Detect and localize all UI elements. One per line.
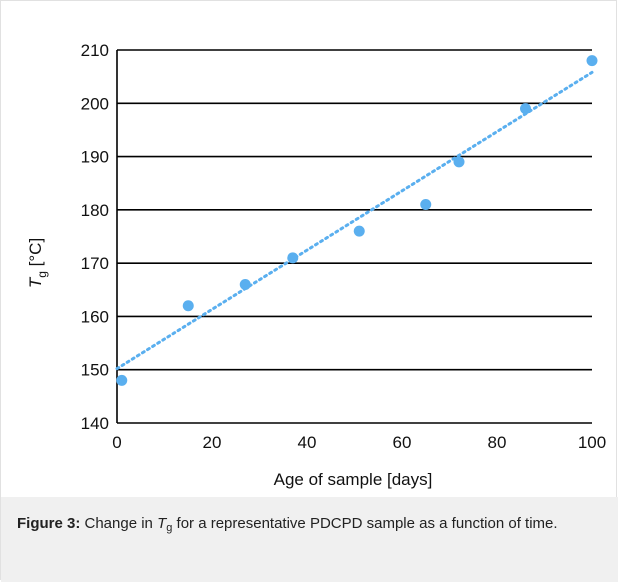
grid-lines	[116, 49, 592, 424]
figure-caption: Figure 3: Change in Tg for a representat…	[1, 497, 618, 582]
x-tick-label-40: 40	[298, 433, 317, 452]
data-point	[453, 156, 465, 168]
data-point	[353, 225, 365, 237]
trendline	[115, 70, 594, 371]
y-tick-label-160: 160	[81, 307, 109, 326]
chart: 140 150 160 170 180 190 200 210 0 20 40 60 80 100 Ag…	[26, 41, 606, 489]
y-tick-label-170: 170	[81, 254, 109, 273]
x-tick-label-20: 20	[203, 433, 222, 452]
y-tick-labels: 140 150 160 170 180 190 200 210	[81, 41, 109, 433]
x-tick-label-80: 80	[488, 433, 507, 452]
y-axis-unit: [°C]	[26, 238, 45, 271]
data-point	[520, 103, 531, 115]
y-tick-label-200: 200	[81, 94, 109, 113]
data-point	[116, 374, 128, 386]
y-tick-label-150: 150	[81, 361, 109, 380]
y-tick-label-140: 140	[81, 414, 109, 433]
data-point	[239, 278, 251, 290]
data-point	[287, 252, 299, 264]
x-tick-label-60: 60	[393, 433, 412, 452]
y-tick-label-210: 210	[81, 41, 109, 60]
y-axis-title: Tg [°C]	[26, 238, 49, 288]
caption-label: Figure 3:	[17, 515, 81, 532]
x-axis-title: Age of sample [days]	[274, 470, 433, 489]
caption-text-after: for a representative PDCPD sample as a f…	[172, 515, 558, 532]
y-axis-subscript: g	[35, 271, 49, 278]
caption-symbol: T	[157, 515, 167, 532]
x-tick-labels: 0 20 40 60 80 100	[112, 433, 606, 452]
y-tick-label-180: 180	[81, 201, 109, 220]
x-tick-label-0: 0	[112, 433, 121, 452]
data-point	[182, 300, 194, 312]
caption-text-before: Change in	[80, 515, 158, 532]
y-tick-label-190: 190	[81, 148, 109, 167]
data-points	[116, 55, 598, 386]
caption-subscript: g	[166, 522, 173, 534]
data-point	[586, 55, 598, 67]
y-axis-symbol: T	[26, 276, 45, 288]
x-tick-label-100: 100	[578, 433, 606, 452]
data-point	[420, 199, 432, 211]
